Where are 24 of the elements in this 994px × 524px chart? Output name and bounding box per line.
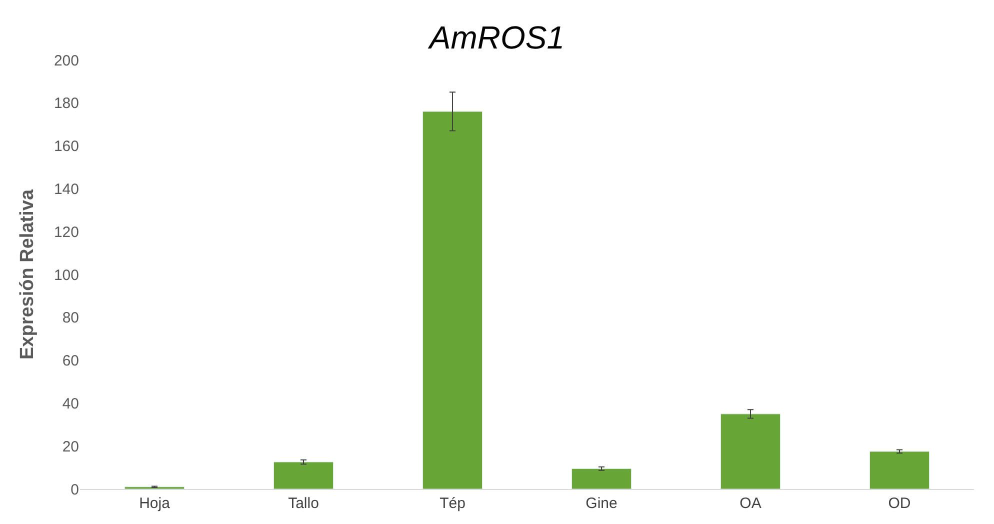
y-tick-label: 140 [54,180,79,198]
x-tick-label: OD [888,495,911,512]
bar [273,462,334,489]
y-tick-label: 160 [54,138,79,156]
y-tick-label: 60 [62,352,79,370]
x-tick-label: Tép [440,495,466,512]
y-tick-label: 0 [70,481,79,498]
y-tick-label: 120 [54,224,79,241]
y-tick-label: 100 [54,266,79,284]
y-tick-label: 180 [54,95,79,112]
bar [571,468,632,489]
x-tick-label: Hoja [139,495,171,512]
y-tick-label: 40 [62,395,79,412]
y-tick-label: 200 [54,52,79,70]
y-tick-label: 80 [62,310,79,327]
x-tick-label: Tallo [288,495,319,512]
x-tick-label: OA [740,495,762,512]
chart-title: AmROS1 [427,20,565,56]
y-tick-label: 20 [62,438,79,456]
bar [869,451,930,489]
bar [720,414,781,489]
y-axis-title: Expresión Relativa [16,189,38,360]
bar [422,111,483,489]
x-tick-label: Gine [586,495,618,512]
